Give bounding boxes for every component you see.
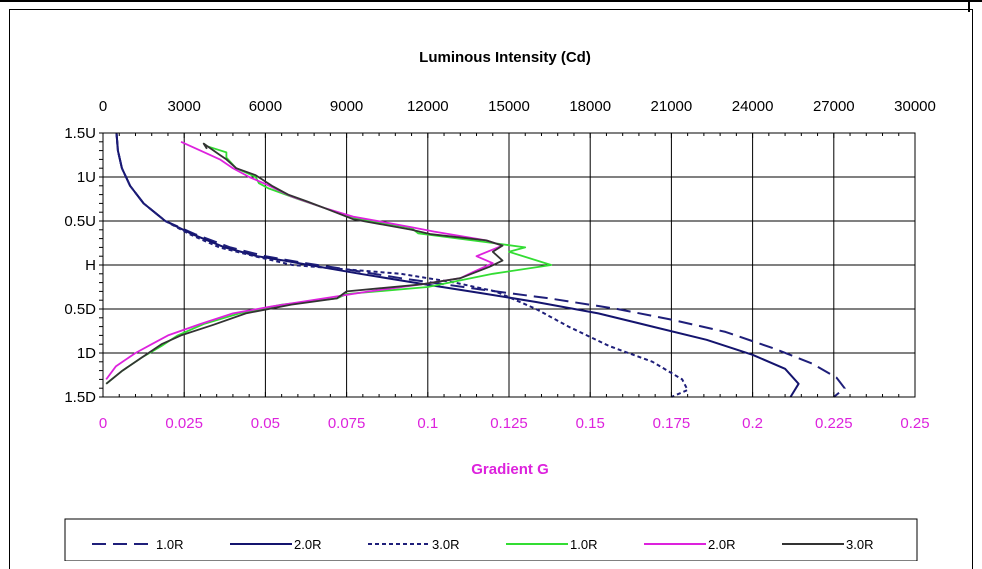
top-tick-label: 18000 [569,98,611,115]
top-tick-label: 24000 [732,98,774,115]
y-tick-label: 1D [77,345,96,362]
legend-label-bottom-3.0R: 3.0R [846,537,873,552]
y-tick-label: 1U [77,169,96,186]
series-layer [105,132,846,398]
legend-label-top-1.0R: 1.0R [156,537,183,552]
y-tick-label: 1.5D [64,389,96,406]
chart-frame [9,9,973,569]
legend-items: 1.0R 2.0R 3.0R 1.0R 2.0R 3.0R [92,537,873,552]
legend: 1.0R 2.0R 3.0R 1.0R 2.0R 3.0R [64,518,918,561]
y-tick-label: H [85,257,96,274]
bottom-tick-label: 0.1 [417,415,438,432]
top-tick-label: 30000 [894,98,936,115]
top-tick-label: 9000 [330,98,363,115]
series-line-bottom-1.0R [105,142,553,385]
bottom-tick-label: 0.175 [653,415,691,432]
bottom-tick-label: 0 [99,415,107,432]
legend-label-bottom-1.0R: 1.0R [570,537,597,552]
bottom-tick-label: 0.2 [742,415,763,432]
legend-box [64,518,918,561]
series-line-bottom-3.0R [105,142,504,385]
bottom-tick-label: 0.25 [900,415,929,432]
bottom-tick-label: 0.025 [165,415,203,432]
y-tick-label: 0.5D [64,301,96,318]
bottom-tick-label: 0.075 [328,415,366,432]
top-tick-label: 12000 [407,98,449,115]
top-tick-label: 3000 [168,98,201,115]
bottom-tick-label: 0.05 [251,415,280,432]
series-line-top-3.0R [115,132,689,398]
y-tick-label: 0.5U [64,213,96,230]
chart-grid [103,133,915,397]
series-line-bottom-2.0R [105,140,504,380]
top-border-line [0,0,982,2]
tick-labels: 0 3000 6000 9000 12000 15000 18000 21000 24000 27… [64,98,936,432]
top-axis-title: Luminous Intensity (Cd) [419,49,591,66]
tick-marks [99,132,916,398]
bottom-tick-label: 0.15 [576,415,605,432]
top-tick-label: 6000 [249,98,282,115]
legend-label-top-3.0R: 3.0R [432,537,459,552]
bottom-axis-title: Gradient G [471,461,549,478]
legend-label-top-2.0R: 2.0R [294,537,321,552]
top-tick-label: 27000 [813,98,855,115]
top-tick-label: 21000 [651,98,693,115]
bottom-tick-label: 0.125 [490,415,528,432]
legend-label-bottom-2.0R: 2.0R [708,537,735,552]
top-tick-label: 0 [99,98,107,115]
y-tick-label: 1.5U [64,125,96,142]
top-border-tick [968,2,970,12]
top-tick-label: 15000 [488,98,530,115]
bottom-tick-label: 0.225 [815,415,853,432]
